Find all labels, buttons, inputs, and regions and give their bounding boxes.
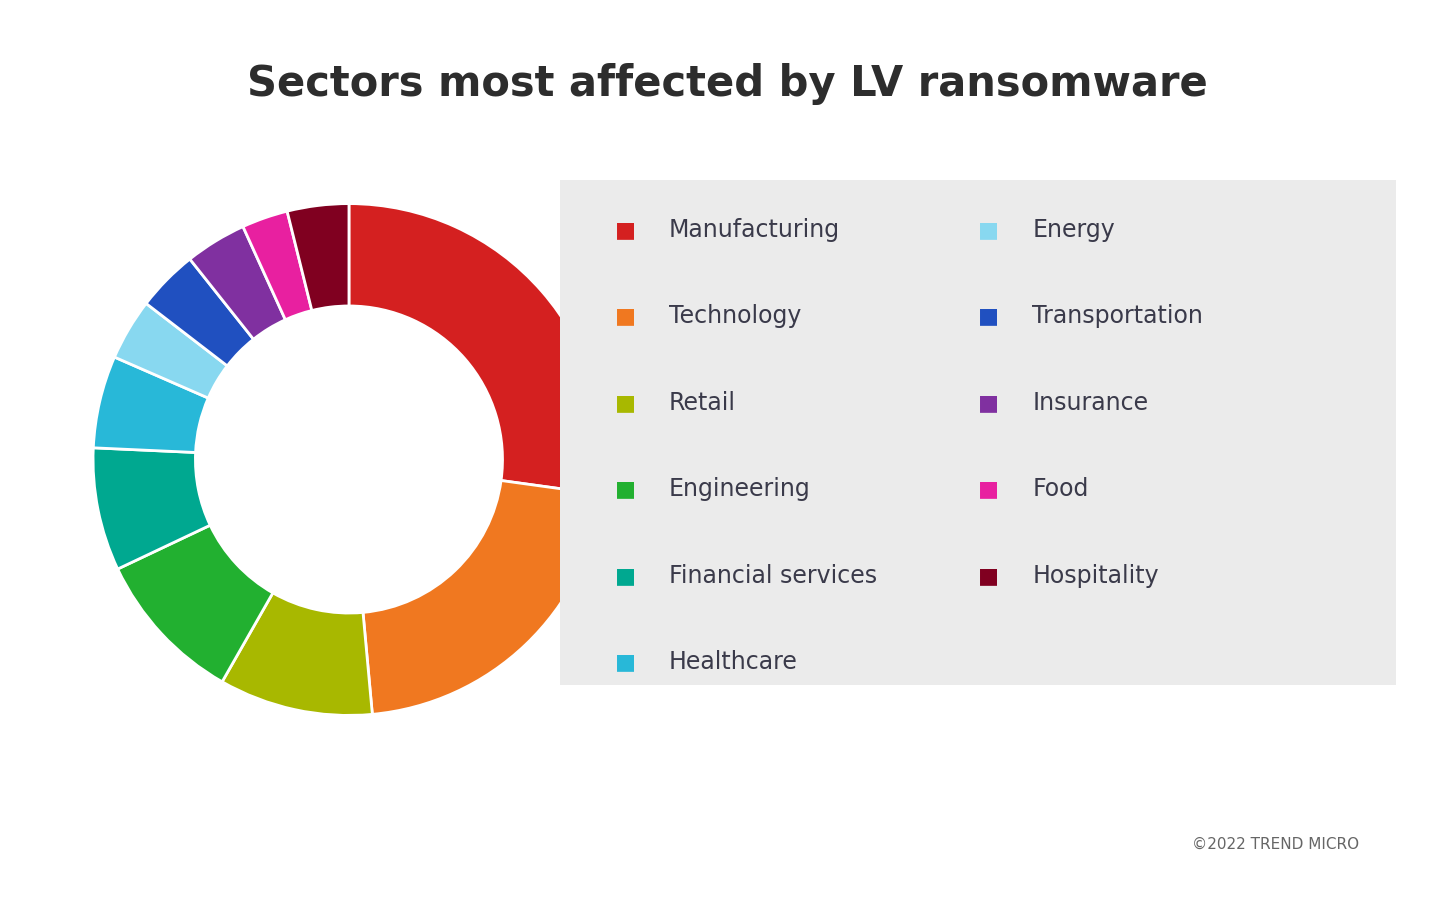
Wedge shape: [93, 357, 208, 452]
Text: ■: ■: [979, 220, 999, 240]
Text: ■: ■: [615, 220, 635, 240]
Text: ■: ■: [979, 566, 999, 586]
Wedge shape: [364, 480, 602, 714]
Text: ■: ■: [979, 479, 999, 499]
Text: ■: ■: [615, 393, 635, 413]
Wedge shape: [222, 593, 372, 715]
Text: Healthcare: Healthcare: [669, 651, 798, 674]
Wedge shape: [286, 204, 349, 311]
Text: Energy: Energy: [1032, 218, 1115, 241]
Wedge shape: [115, 304, 227, 398]
Text: Manufacturing: Manufacturing: [669, 218, 840, 241]
Text: Technology: Technology: [669, 305, 801, 328]
Text: ■: ■: [615, 652, 635, 672]
Wedge shape: [190, 226, 285, 340]
Text: ■: ■: [615, 306, 635, 326]
Text: Food: Food: [1032, 478, 1089, 501]
Wedge shape: [349, 204, 605, 495]
Text: Retail: Retail: [669, 391, 736, 414]
Wedge shape: [243, 211, 311, 320]
Wedge shape: [147, 259, 253, 366]
Text: ■: ■: [979, 393, 999, 413]
Wedge shape: [93, 448, 211, 569]
Text: Financial services: Financial services: [669, 564, 877, 587]
Text: ■: ■: [979, 306, 999, 326]
Text: ©2022 TREND MICRO: ©2022 TREND MICRO: [1192, 836, 1359, 851]
Text: ■: ■: [615, 479, 635, 499]
Wedge shape: [118, 525, 273, 682]
Text: Insurance: Insurance: [1032, 391, 1149, 414]
Text: Engineering: Engineering: [669, 478, 810, 501]
Text: Transportation: Transportation: [1032, 305, 1204, 328]
Text: Hospitality: Hospitality: [1032, 564, 1159, 587]
Text: Sectors most affected by LV ransomware: Sectors most affected by LV ransomware: [247, 63, 1207, 105]
Text: ■: ■: [615, 566, 635, 586]
